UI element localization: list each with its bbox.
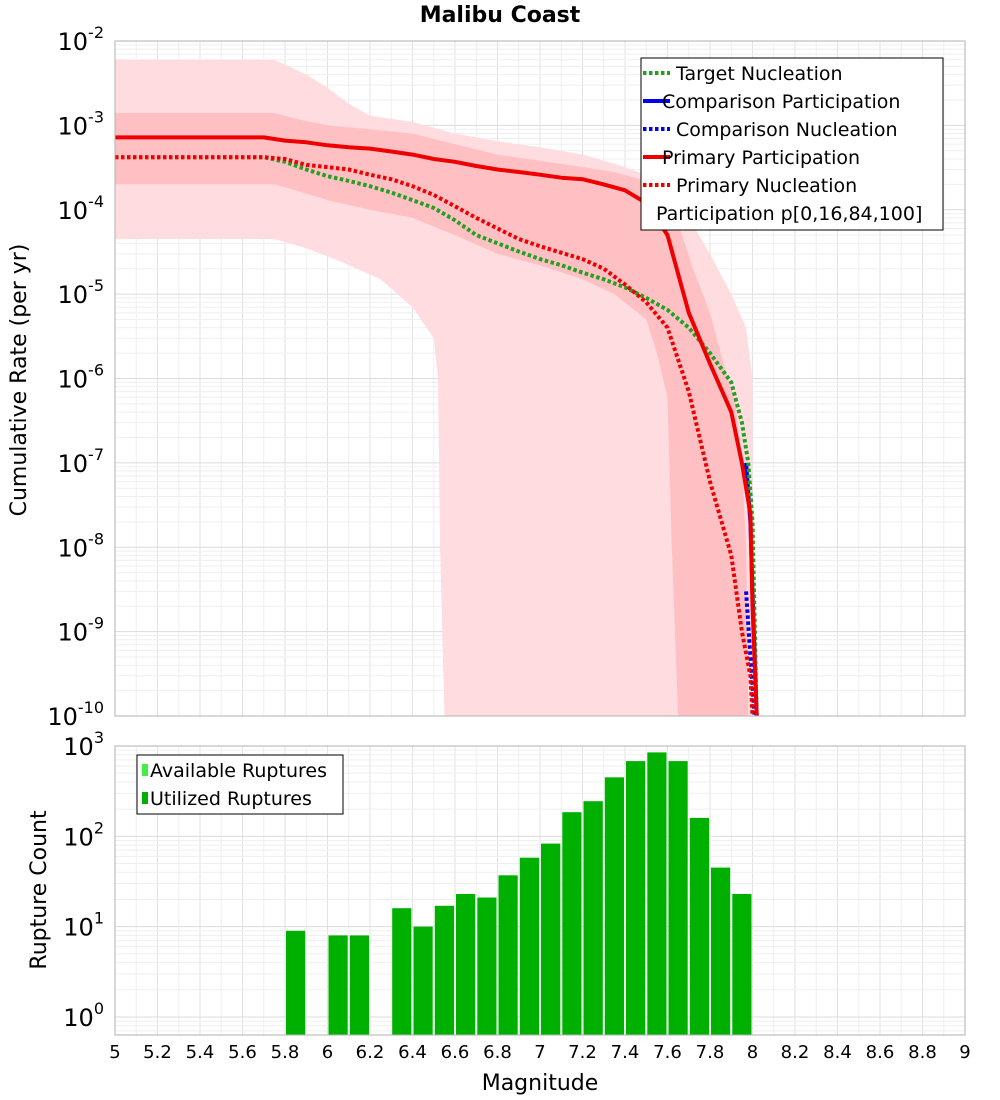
rate-y-tick-label: 10-7 bbox=[58, 445, 105, 478]
count-y-tick-label: 101 bbox=[63, 909, 104, 942]
count-plot-border bbox=[114, 745, 966, 1036]
bar bbox=[562, 812, 582, 1035]
count-y-tick-label: 103 bbox=[63, 728, 104, 761]
rate-y-tick-label: 10-9 bbox=[58, 614, 105, 647]
legend-swatch bbox=[142, 764, 148, 776]
count-bars bbox=[286, 752, 752, 1035]
x-tick-label: 5.2 bbox=[143, 1042, 172, 1063]
bar bbox=[328, 935, 348, 1035]
legend-label: Comparison Participation bbox=[662, 91, 900, 113]
rate-y-tick-label: 10-8 bbox=[58, 529, 105, 562]
x-tick-label: 5.6 bbox=[228, 1042, 257, 1063]
legend-label: Target Nucleation bbox=[675, 63, 843, 85]
rate-y-tick-label: 10-5 bbox=[58, 276, 105, 309]
x-tick-label: 9 bbox=[959, 1042, 970, 1063]
bar bbox=[413, 926, 433, 1035]
bar bbox=[541, 843, 561, 1035]
rate-panel: 10-10 10-9 10-8 10-7 10-6 10-5 10-4 10-3 10-2 Cu… bbox=[7, 23, 966, 731]
x-tick-label: 7.4 bbox=[611, 1042, 640, 1063]
bar bbox=[286, 930, 306, 1035]
legend-label: Available Ruptures bbox=[150, 760, 327, 782]
bar bbox=[456, 894, 476, 1035]
x-tick-label: 8.8 bbox=[908, 1042, 937, 1063]
count-y-axis-label: Rupture Count bbox=[27, 810, 52, 970]
series-primary-nucleation bbox=[115, 155, 755, 716]
legend-label: Comparison Nucleation bbox=[676, 119, 898, 141]
bar bbox=[647, 752, 667, 1035]
x-tick-label: 8.2 bbox=[781, 1042, 810, 1063]
rate-y-tick-labels: 10-10 10-9 10-8 10-7 10-6 10-5 10-4 10-3 10-2 bbox=[47, 23, 104, 731]
bar bbox=[392, 908, 412, 1035]
x-tick-label: 6.6 bbox=[441, 1042, 470, 1063]
bar bbox=[732, 894, 752, 1035]
rate-legend: Target Nucleation Comparison Participatio… bbox=[640, 57, 944, 231]
x-tick-label: 5.4 bbox=[186, 1042, 215, 1063]
bar bbox=[519, 857, 540, 1035]
series-comparison-nucleation bbox=[744, 591, 757, 716]
series-primary-participation bbox=[115, 135, 759, 716]
x-tick-label: 8.6 bbox=[866, 1042, 895, 1063]
rate-y-tick-label: 10-2 bbox=[58, 23, 105, 56]
chart-title: Malibu Coast bbox=[420, 3, 581, 28]
bar bbox=[434, 905, 454, 1035]
rate-series-lines bbox=[115, 135, 759, 716]
x-tick-label: 6.4 bbox=[398, 1042, 427, 1063]
count-y-tick-label: 100 bbox=[63, 999, 104, 1032]
rate-legend-box bbox=[640, 57, 944, 231]
rate-y-axis-label: Cumulative Rate (per yr) bbox=[7, 244, 32, 517]
rate-y-tick-label: 10-6 bbox=[58, 361, 105, 394]
x-tick-label: 7.8 bbox=[696, 1042, 725, 1063]
count-x-tick-labels: 5 5.2 5.4 5.6 5.8 6 6.2 6.4 6.6 6.8 7 7.2 7.4 7.6 7.8 8… bbox=[109, 1042, 970, 1063]
x-tick-label: 5.8 bbox=[271, 1042, 300, 1063]
bar bbox=[668, 761, 688, 1035]
x-tick-label: 8.4 bbox=[823, 1042, 852, 1063]
bar bbox=[711, 867, 731, 1035]
bar bbox=[477, 897, 497, 1035]
rate-y-tick-label: 10-4 bbox=[58, 192, 105, 225]
legend-label: Utilized Ruptures bbox=[150, 788, 312, 810]
x-tick-label: 6 bbox=[322, 1042, 333, 1063]
x-tick-label: 6.2 bbox=[356, 1042, 385, 1063]
bar bbox=[349, 935, 369, 1035]
series-target-nucleation bbox=[115, 155, 759, 716]
x-tick-label: 8 bbox=[747, 1042, 758, 1063]
count-y-tick-labels: 100 101 102 103 bbox=[63, 728, 104, 1032]
x-tick-label: 7.2 bbox=[568, 1042, 597, 1063]
x-tick-label: 7.6 bbox=[653, 1042, 682, 1063]
bar bbox=[626, 761, 646, 1035]
count-panel: 100 101 102 103 5 5.2 5.4 5.6 5.8 6 6.2 6.4 6.6 6.8 7… bbox=[27, 728, 971, 1096]
bar bbox=[498, 875, 518, 1035]
rate-plot-border bbox=[114, 40, 966, 717]
x-axis-label: Magnitude bbox=[482, 1071, 599, 1096]
count-legend: Available Ruptures Utilized Ruptures bbox=[136, 754, 344, 815]
legend-label: Primary Nucleation bbox=[676, 175, 857, 197]
rate-y-tick-label: 10-3 bbox=[58, 107, 105, 140]
count-y-tick-label: 102 bbox=[63, 818, 104, 851]
legend-label: Participation p[0,16,84,100] bbox=[656, 203, 922, 225]
x-tick-label: 7 bbox=[534, 1042, 545, 1063]
x-tick-label: 6.8 bbox=[483, 1042, 512, 1063]
rate-y-tick-label: 10-10 bbox=[47, 698, 104, 731]
count-legend-box bbox=[136, 754, 344, 815]
bar bbox=[583, 801, 603, 1035]
legend-label: Primary Participation bbox=[662, 147, 860, 169]
legend-swatch bbox=[142, 792, 148, 804]
bar bbox=[604, 777, 624, 1035]
x-tick-label: 5 bbox=[109, 1042, 120, 1063]
bar bbox=[689, 817, 710, 1035]
